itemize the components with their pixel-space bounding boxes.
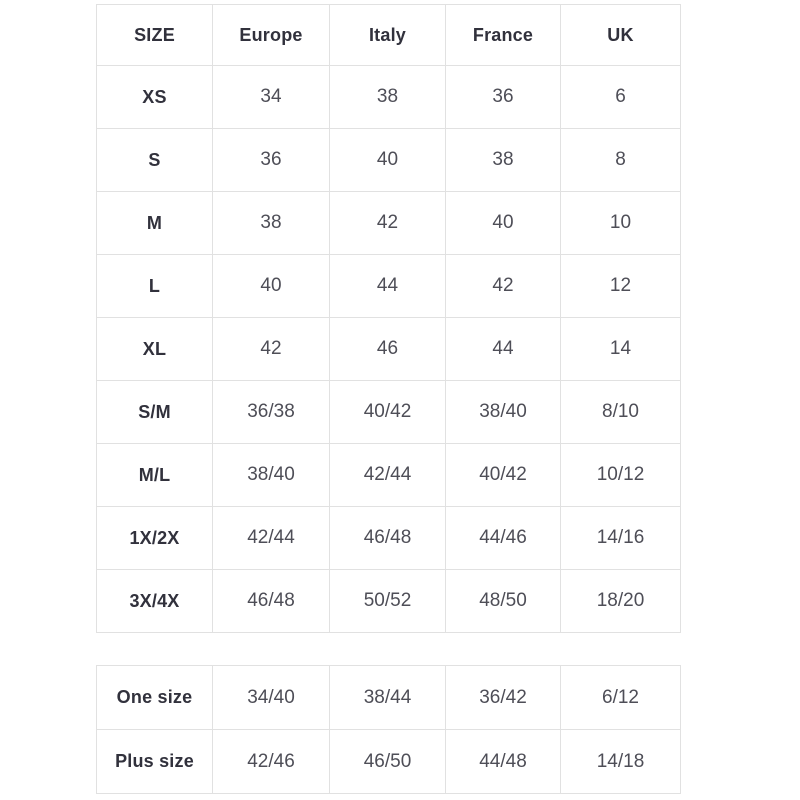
value-cell: 6/12 [560,665,681,730]
table-row-xl: XL 42 46 44 14 [96,317,681,381]
value-cell: 44 [329,254,446,318]
value-cell: 40/42 [329,380,446,444]
value-cell: 38/44 [329,665,446,730]
value-cell: 36/38 [212,380,330,444]
value-cell: 40/42 [445,443,561,507]
value-cell: 42/44 [329,443,446,507]
column-header-europe: Europe [212,4,330,66]
value-cell: 12 [560,254,681,318]
value-cell: 36 [445,65,561,129]
column-header-uk: UK [560,4,681,66]
value-cell: 42 [329,191,446,255]
size-label: XS [96,65,213,129]
table-row-1x2x: 1X/2X 42/44 46/48 44/46 14/16 [96,506,681,570]
value-cell: 46/48 [212,569,330,633]
size-label: S [96,128,213,192]
size-label: Plus size [96,729,213,794]
table-row-l: L 40 44 42 12 [96,254,681,318]
value-cell: 38 [212,191,330,255]
value-cell: 10 [560,191,681,255]
value-cell: 34 [212,65,330,129]
header-row: SIZE Europe Italy France UK [96,4,681,66]
value-cell: 44/46 [445,506,561,570]
table-row-plus-size: Plus size 42/46 46/50 44/48 14/18 [96,729,681,794]
value-cell: 36/42 [445,665,561,730]
value-cell: 38 [329,65,446,129]
column-header-size: SIZE [96,4,213,66]
value-cell: 40 [212,254,330,318]
table-row-s: S 36 40 38 8 [96,128,681,192]
table-row-m: M 38 42 40 10 [96,191,681,255]
value-cell: 14/18 [560,729,681,794]
value-cell: 40 [445,191,561,255]
value-cell: 8 [560,128,681,192]
table-row-xs: XS 34 38 36 6 [96,65,681,129]
one-size-plus-size-table: One size 34/40 38/44 36/42 6/12 Plus siz… [96,665,681,794]
value-cell: 50/52 [329,569,446,633]
value-cell: 14/16 [560,506,681,570]
table-row-ml: M/L 38/40 42/44 40/42 10/12 [96,443,681,507]
value-cell: 44/48 [445,729,561,794]
size-label: M [96,191,213,255]
value-cell: 42 [445,254,561,318]
size-label: L [96,254,213,318]
value-cell: 36 [212,128,330,192]
size-label: 3X/4X [96,569,213,633]
value-cell: 38/40 [212,443,330,507]
value-cell: 6 [560,65,681,129]
value-cell: 38/40 [445,380,561,444]
value-cell: 42 [212,317,330,381]
value-cell: 44 [445,317,561,381]
column-header-france: France [445,4,561,66]
value-cell: 38 [445,128,561,192]
value-cell: 42/44 [212,506,330,570]
value-cell: 46 [329,317,446,381]
value-cell: 10/12 [560,443,681,507]
size-label: M/L [96,443,213,507]
size-label: One size [96,665,213,730]
value-cell: 14 [560,317,681,381]
value-cell: 34/40 [212,665,330,730]
table-row-one-size: One size 34/40 38/44 36/42 6/12 [96,665,681,730]
size-chart-container: SIZE Europe Italy France UK XS 34 38 36 … [96,4,681,794]
value-cell: 42/46 [212,729,330,794]
size-label: XL [96,317,213,381]
size-label: 1X/2X [96,506,213,570]
value-cell: 48/50 [445,569,561,633]
table-row-3x4x: 3X/4X 46/48 50/52 48/50 18/20 [96,569,681,633]
value-cell: 46/50 [329,729,446,794]
value-cell: 40 [329,128,446,192]
value-cell: 18/20 [560,569,681,633]
value-cell: 46/48 [329,506,446,570]
column-header-italy: Italy [329,4,446,66]
value-cell: 8/10 [560,380,681,444]
table-row-sm: S/M 36/38 40/42 38/40 8/10 [96,380,681,444]
size-conversion-table: SIZE Europe Italy France UK XS 34 38 36 … [96,4,681,633]
size-label: S/M [96,380,213,444]
